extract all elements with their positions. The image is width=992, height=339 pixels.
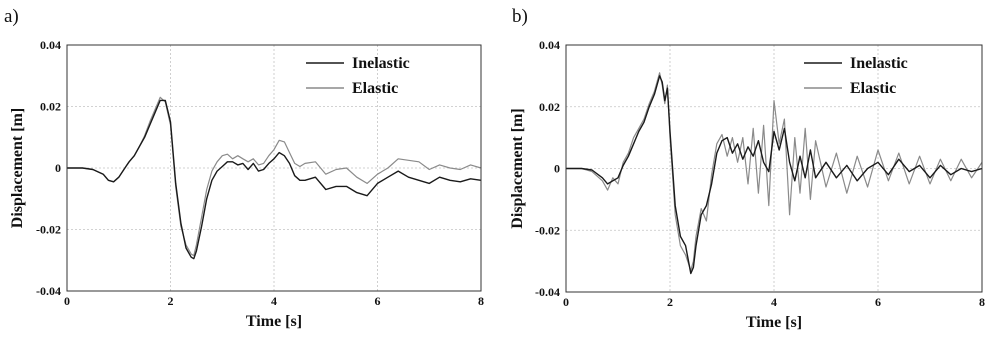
chart-svg-b: b) 0 2 4 6 8 -0.04 -0.02 0 0.02 0.04 Time [s] Dis…	[509, 6, 985, 331]
panel-label: b)	[512, 6, 528, 27]
y-tick-label: 0.02	[539, 100, 560, 114]
y-tick-label: -0.02	[36, 223, 61, 237]
x-axis-title: Time [s]	[246, 313, 302, 330]
y-tick-label: 0	[554, 162, 560, 176]
y-tick-label: -0.04	[535, 285, 560, 299]
legend: Inelastic Elastic	[306, 55, 410, 97]
x-tick-label: 4	[271, 294, 277, 308]
y-axis-title: Displacement [m]	[509, 108, 526, 228]
series-line-inelastic	[67, 99, 482, 260]
legend: Inelastic Elastic	[804, 55, 908, 97]
legend-label-inelastic: Inelastic	[352, 55, 410, 72]
x-tick-label: 8	[478, 294, 484, 308]
y-tick-label: 0.04	[40, 38, 61, 52]
y-tick-label: 0.04	[539, 38, 560, 52]
legend-label-inelastic: Inelastic	[850, 55, 908, 72]
grid	[67, 45, 481, 291]
y-tick-label: 0.02	[40, 100, 61, 114]
chart-panel-b: b) 0 2 4 6 8 -0.04 -0.02 0 0.02 0.04 Time [s] Dis…	[496, 0, 992, 339]
x-tick-label: 2	[168, 294, 174, 308]
legend-label-elastic: Elastic	[352, 80, 398, 97]
plot-frame	[565, 44, 983, 293]
x-axis-title: Time [s]	[746, 314, 802, 331]
x-tick-label: 2	[667, 295, 673, 309]
panel-label: a)	[4, 6, 19, 27]
legend-label-elastic: Elastic	[850, 80, 896, 97]
plot-frame	[66, 44, 482, 292]
y-tick-label: 0	[55, 161, 61, 175]
series-group	[67, 96, 482, 260]
y-axis-title: Displacement [m]	[9, 108, 26, 228]
y-tick-label: -0.02	[535, 223, 560, 237]
chart-svg-a: a) 0 2 4 6 8 -0.04 -0.02 0 0.02 0.04 Time [s] Dis…	[4, 6, 484, 330]
x-tick-label: 8	[979, 295, 985, 309]
x-tick-label: 0	[563, 295, 569, 309]
grid	[566, 45, 982, 292]
x-tick-label: 4	[771, 295, 777, 309]
series-line-elastic	[566, 72, 983, 271]
series-line-inelastic	[566, 75, 983, 275]
x-tick-label: 6	[875, 295, 881, 309]
chart-panel-a: a) 0 2 4 6 8 -0.04 -0.02 0 0.02 0.04 Time [s] Dis…	[4, 6, 484, 330]
x-tick-label: 6	[375, 294, 381, 308]
x-tick-label: 0	[64, 294, 70, 308]
tick-labels: 0 2 4 6 8 -0.04 -0.02 0 0.02 0.04	[36, 38, 484, 308]
tick-labels: 0 2 4 6 8 -0.04 -0.02 0 0.02 0.04	[535, 38, 985, 309]
series-group	[566, 72, 983, 275]
y-tick-label: -0.04	[36, 284, 61, 298]
